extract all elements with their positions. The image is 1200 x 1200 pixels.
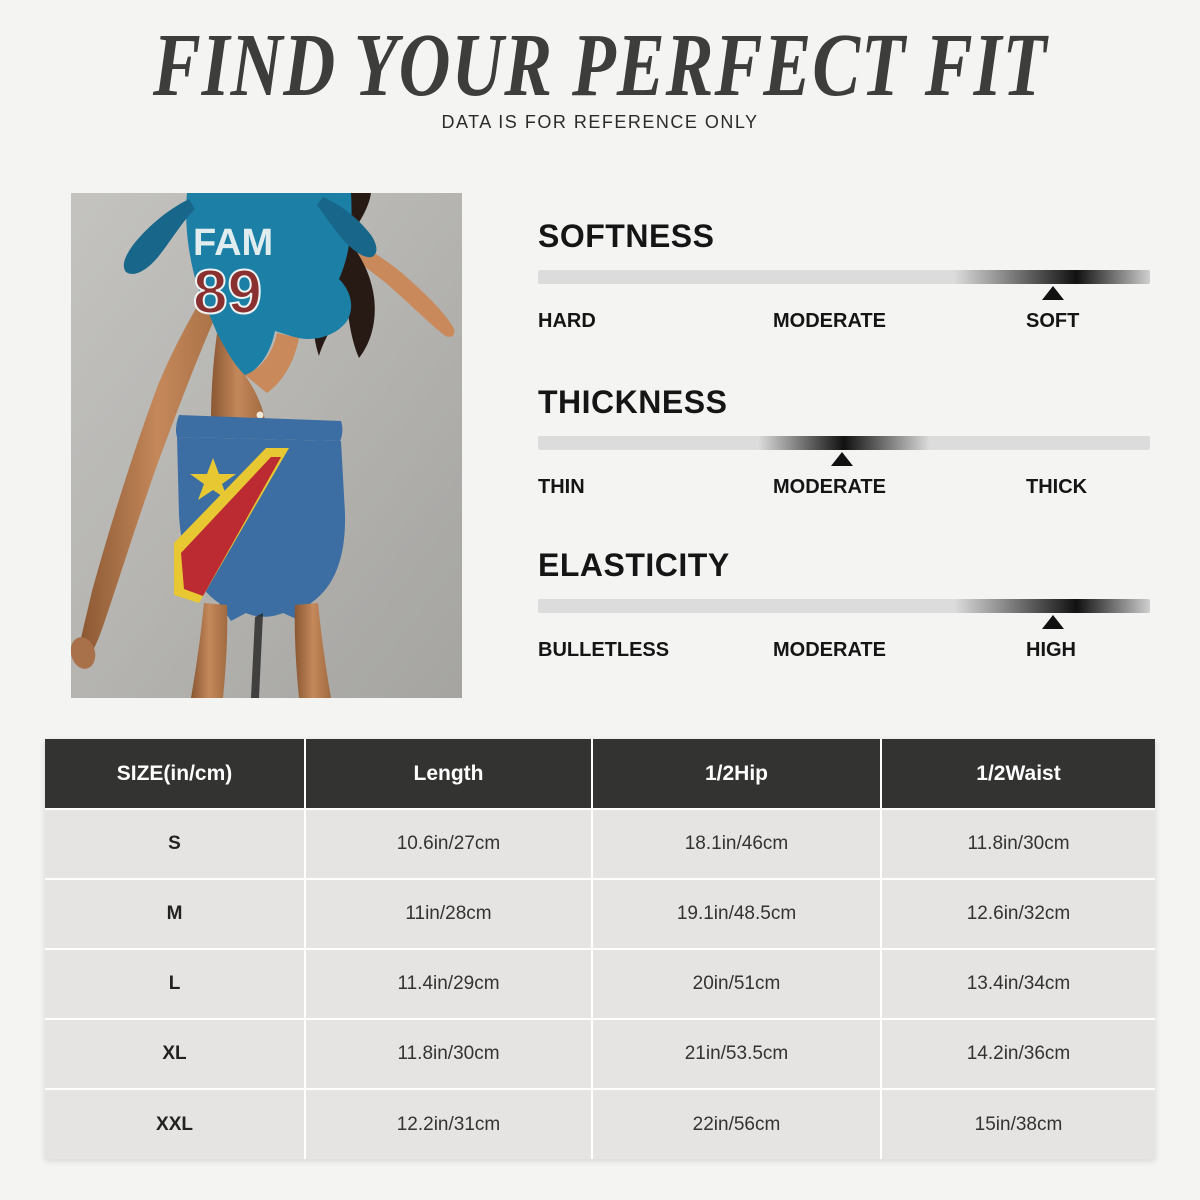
svg-text:89: 89: [193, 258, 262, 327]
